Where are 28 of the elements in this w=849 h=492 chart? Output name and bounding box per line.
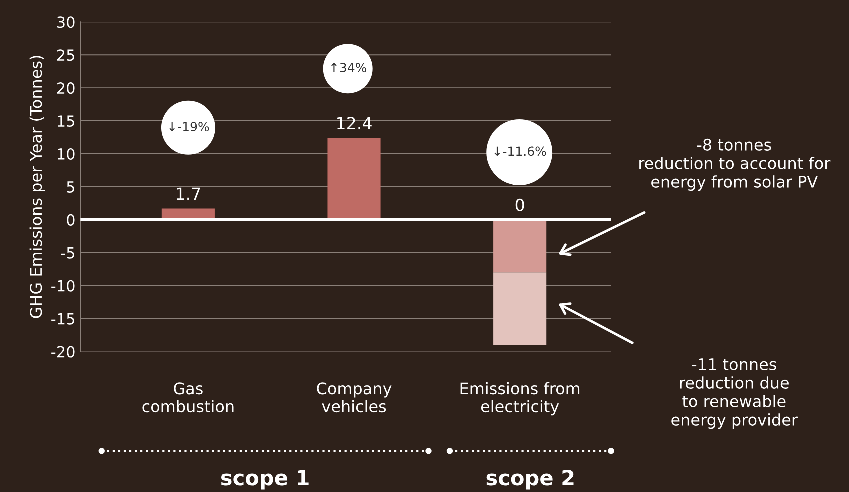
y-tick-label: 25 [57,50,74,62]
y-tick-label: -15 [52,313,74,325]
x-tick-label: Company vehicles [317,382,392,413]
data-label: 0 [516,198,524,212]
text: scope 2 [486,470,574,490]
bar [328,138,381,220]
y-tick-label: 30 [58,16,75,28]
y-tick-label: 15 [58,116,74,128]
text: -11 tonnes reduction due to renewable energy provider [672,358,798,430]
y-tick-label: -10 [52,280,75,292]
y-tick-label: 0 [67,214,75,226]
y-tick-label: 10 [58,148,75,160]
y-axis-title: GHG Emissions per Year (Tonnes) [30,56,46,318]
y-tick-label: -20 [52,346,75,358]
text: -8 tonnes reduction to account for energy from solar PV [640,138,831,192]
y-tick-label: -5 [61,248,74,259]
x-tick-label: Gas combustion [142,382,234,413]
annotation: ↓-19% [170,122,210,132]
y-tick-label: 5 [67,182,74,193]
annotation: ↑34% [332,63,367,73]
annotation: ↓-11.6% [494,146,546,156]
bar [494,272,547,346]
bar [494,220,547,273]
data-label: 1.7 [177,188,200,200]
text: scope 1 [221,470,309,490]
y-tick-label: 20 [57,82,75,94]
data-label: 12.4 [338,117,372,130]
x-tick-label: Emissions from electricity [460,382,580,416]
